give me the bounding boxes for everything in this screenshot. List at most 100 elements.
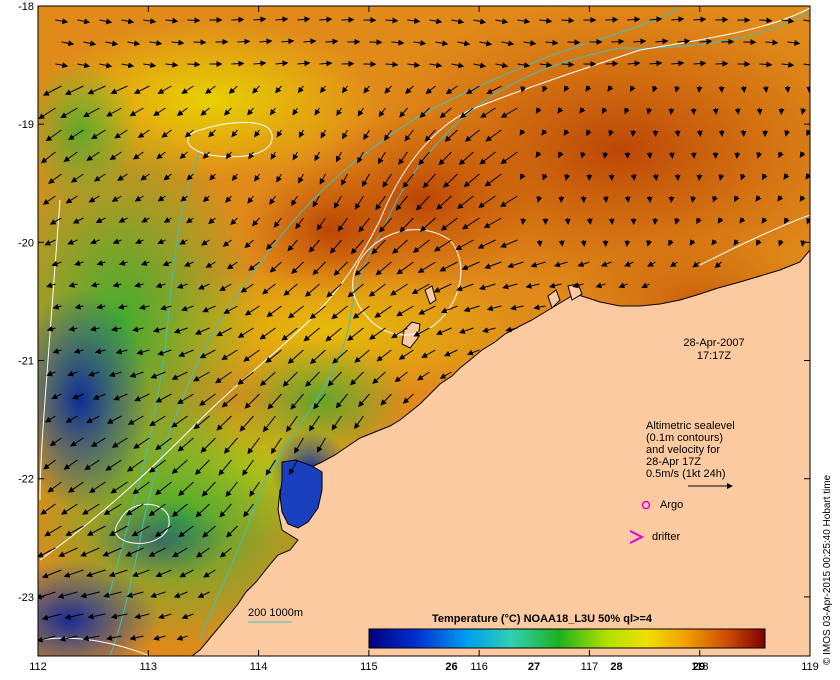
velocity-arrow (418, 305, 436, 315)
velocity-arrow (134, 281, 144, 288)
velocity-arrow (193, 371, 210, 382)
velocity-arrow (171, 459, 188, 474)
lat-tick-label: -21 (18, 356, 34, 368)
velocity-arrow (363, 129, 370, 141)
velocity-arrow (165, 17, 179, 24)
velocity-arrow (64, 613, 84, 620)
velocity-arrow (275, 85, 282, 94)
velocity-arrow (647, 261, 656, 267)
velocity-arrow (202, 305, 216, 313)
velocity-arrow (117, 303, 128, 310)
velocity-arrow (165, 61, 179, 68)
velocity-arrow (558, 151, 564, 159)
velocity-arrow (674, 129, 681, 137)
velocity-arrow (90, 281, 100, 288)
velocity-arrow (248, 261, 260, 271)
velocity-arrow (152, 326, 166, 333)
velocity-arrow (690, 151, 697, 159)
velocity-arrow (276, 173, 282, 183)
velocity-arrow (627, 60, 641, 67)
velocity-arrow (479, 283, 496, 291)
velocity-arrow (219, 283, 232, 291)
velocity-arrow (561, 17, 575, 24)
velocity-arrow (129, 634, 144, 641)
drifter-marker-icon (629, 530, 645, 544)
velocity-arrow (297, 85, 304, 94)
velocity-arrow (42, 85, 62, 96)
velocity-arrow (181, 305, 194, 312)
velocity-arrow (380, 393, 392, 406)
velocity-arrow (778, 239, 784, 247)
velocity-arrow (799, 195, 806, 202)
velocity-arrow (439, 261, 458, 272)
velocity-arrow (208, 129, 216, 138)
velocity-arrow (40, 503, 56, 515)
velocity-arrow (541, 129, 548, 136)
velocity-arrow (132, 481, 150, 495)
velocity-arrow (712, 107, 719, 115)
velocity-arrow (413, 327, 430, 337)
velocity-arrow (114, 129, 128, 139)
velocity-arrow (137, 129, 150, 139)
velocity-arrow (502, 283, 518, 290)
velocity-arrow (331, 415, 342, 431)
velocity-arrow (806, 129, 810, 137)
velocity-arrow (396, 305, 414, 317)
velocity-arrow (809, 41, 810, 43)
velocity-arrow (149, 459, 166, 473)
velocity-arrow (762, 85, 769, 93)
velocity-arrow (564, 173, 571, 181)
velocity-arrow (320, 129, 327, 139)
velocity-arrow (602, 151, 609, 159)
velocity-arrow (402, 173, 414, 189)
land-mainland (191, 249, 810, 656)
velocity-arrow (510, 304, 524, 311)
velocity-arrow (784, 217, 790, 225)
svg-text:(0.1m contours): (0.1m contours) (646, 432, 723, 444)
velocity-arrow (696, 217, 702, 225)
velocity-arrow (440, 305, 458, 314)
velocity-arrow (240, 283, 254, 293)
velocity-arrow (755, 239, 762, 247)
velocity-arrow (173, 327, 188, 334)
velocity-arrow (440, 217, 458, 231)
velocity-arrow (495, 18, 509, 25)
velocity-arrow (237, 327, 254, 338)
velocity-arrow (153, 107, 166, 117)
velocity-arrow (407, 17, 421, 24)
velocity-arrow (500, 107, 518, 118)
velocity-arrow (734, 195, 740, 203)
velocity-arrow (80, 591, 100, 599)
velocity-arrow (88, 195, 100, 203)
velocity-arrow (223, 305, 238, 314)
velocity-arrow (463, 173, 480, 188)
velocity-arrow (46, 325, 56, 332)
velocity-arrow (290, 393, 304, 410)
velocity-arrow (187, 61, 201, 68)
velocity-arrow (134, 393, 150, 402)
velocity-arrow (652, 85, 658, 93)
lat-tick-label: -23 (18, 592, 34, 604)
velocity-arrow (94, 348, 106, 355)
velocity-arrow (106, 415, 122, 424)
velocity-arrow (542, 173, 548, 181)
velocity-arrow (316, 437, 326, 453)
velocity-arrow (126, 459, 144, 472)
velocity-arrow (259, 327, 276, 340)
velocity-arrow (86, 525, 106, 536)
velocity-arrow (457, 40, 471, 47)
velocity-arrow (340, 173, 348, 186)
velocity-arrow (435, 40, 449, 47)
velocity-arrow (520, 85, 527, 93)
svg-text:Altimetric sealevel: Altimetric sealevel (646, 420, 735, 432)
velocity-arrow (485, 129, 502, 142)
velocity-arrow (148, 503, 166, 517)
velocity-arrow (312, 261, 326, 276)
velocity-arrow (265, 349, 282, 364)
velocity-arrow (418, 151, 430, 166)
velocity-arrow (83, 40, 97, 47)
velocity-arrow (361, 173, 370, 187)
velocity-arrow (501, 40, 515, 47)
velocity-arrow (70, 173, 84, 183)
velocity-arrow (347, 327, 364, 341)
